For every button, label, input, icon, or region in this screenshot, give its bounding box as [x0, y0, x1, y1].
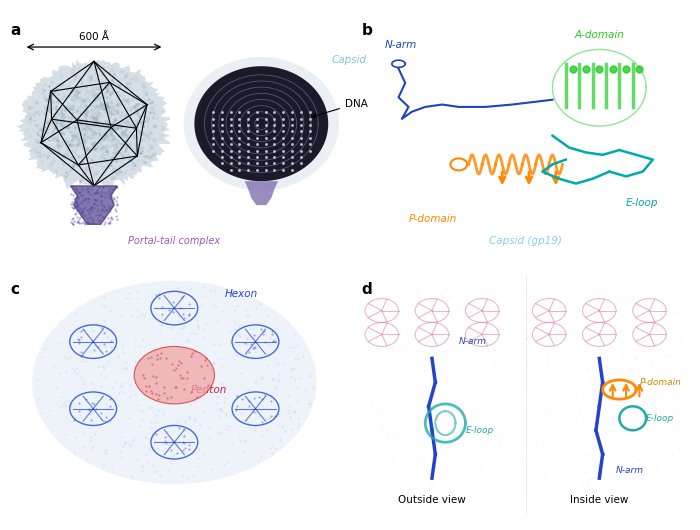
Text: Portal-tail complex: Portal-tail complex — [128, 236, 220, 246]
Circle shape — [134, 347, 214, 404]
Text: E-loop: E-loop — [646, 414, 674, 423]
Ellipse shape — [32, 280, 316, 484]
Text: DNA: DNA — [312, 99, 368, 118]
Text: A-domain: A-domain — [575, 30, 624, 40]
Text: b: b — [362, 23, 372, 38]
Text: N-arm: N-arm — [616, 466, 644, 475]
Polygon shape — [244, 181, 278, 205]
Polygon shape — [71, 186, 118, 224]
Text: P-domain: P-domain — [409, 215, 457, 225]
Text: a: a — [10, 23, 21, 38]
Text: Capsid: Capsid — [332, 56, 367, 65]
Text: P-domain: P-domain — [640, 378, 681, 387]
Text: E-loop: E-loop — [626, 198, 659, 208]
Text: N-arm: N-arm — [385, 40, 417, 50]
Polygon shape — [195, 66, 328, 181]
Text: c: c — [10, 282, 20, 297]
Text: Outside view: Outside view — [398, 494, 466, 505]
Text: Capsid (gp19): Capsid (gp19) — [489, 236, 562, 246]
Text: Penton: Penton — [191, 385, 228, 394]
Text: E-loop: E-loop — [466, 426, 493, 435]
Text: Hexon: Hexon — [225, 289, 258, 299]
Text: N-arm: N-arm — [458, 337, 486, 346]
Text: 600 Å: 600 Å — [79, 32, 109, 42]
Text: Inside view: Inside view — [570, 494, 629, 505]
Text: d: d — [362, 282, 372, 297]
Polygon shape — [16, 59, 171, 189]
